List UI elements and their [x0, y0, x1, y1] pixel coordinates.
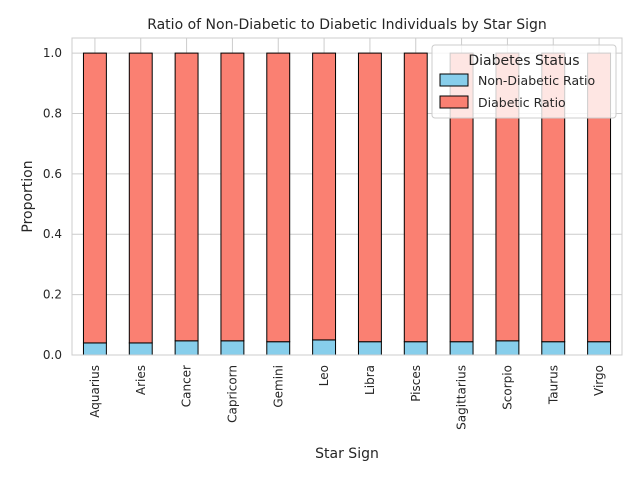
legend: Diabetes Status Non-Diabetic Ratio Diabet…: [431, 44, 617, 119]
y-tick-label: 1.0: [43, 46, 62, 60]
legend-swatch-diabetic: [439, 95, 469, 109]
x-tick-label: Capricorn: [225, 365, 239, 423]
legend-box: [431, 44, 617, 119]
bar-non-diabetic-taurus: [541, 341, 566, 356]
y-ticks: 0.0 0.2 0.4 0.6 0.8 1.0: [43, 46, 62, 362]
bar-diabetic-aries: [128, 52, 153, 344]
bar-diabetic-pisces: [403, 52, 428, 343]
bar-non-diabetic-virgo: [587, 341, 612, 356]
y-tick-label: 0.6: [43, 167, 62, 181]
legend-title: Diabetes Status: [468, 53, 579, 69]
x-tick-label: Scorpio: [500, 365, 514, 410]
x-tick-label: Pisces: [409, 365, 423, 402]
y-tick-label: 0.0: [43, 348, 62, 362]
x-tick-label: Aries: [134, 365, 148, 395]
bar-non-diabetic-sagittarius: [449, 341, 474, 356]
y-tick-label: 0.8: [43, 106, 62, 120]
legend-swatch-non-diabetic: [439, 73, 469, 87]
bar-diabetic-gemini: [266, 52, 291, 343]
bar-non-diabetic-gemini: [266, 341, 291, 356]
bar-non-diabetic-capricorn: [220, 340, 245, 356]
bar-diabetic-aquarius: [82, 52, 107, 344]
x-tick-label: Taurus: [546, 365, 560, 405]
x-tick-label: Gemini: [271, 365, 285, 408]
bar-non-diabetic-cancer: [174, 340, 199, 356]
bar-diabetic-capricorn: [220, 52, 245, 342]
plot-frame: [71, 37, 623, 356]
x-tick-label: Virgo: [592, 365, 606, 396]
bar-non-diabetic-libra: [357, 341, 382, 356]
bar-non-diabetic-scorpio: [495, 340, 520, 356]
bar-diabetic-libra: [357, 52, 382, 343]
y-tick-label: 0.4: [43, 227, 62, 241]
x-tick-label: Libra: [363, 365, 377, 395]
x-tick-label: Aquarius: [88, 365, 102, 418]
legend-label: Non-Diabetic Ratio: [478, 73, 595, 88]
bar-non-diabetic-aries: [128, 342, 153, 356]
y-axis-label: Proportion: [20, 160, 36, 232]
bar-non-diabetic-aquarius: [82, 342, 107, 356]
x-ticks: Aquarius Aries Cancer Capricorn Gemini Leo Lib…: [88, 365, 606, 430]
bars: [82, 52, 612, 356]
bar-non-diabetic-pisces: [403, 341, 428, 356]
x-axis-label: Star Sign: [315, 446, 379, 462]
x-tick-label: Leo: [317, 365, 331, 386]
x-tick-label: Cancer: [180, 365, 194, 407]
bar-diabetic-leo: [312, 52, 337, 341]
chart-title: Ratio of Non-Diabetic to Diabetic Indivi…: [147, 17, 547, 33]
y-tick-label: 0.2: [43, 288, 62, 302]
x-tick-label: Sagittarius: [455, 365, 469, 430]
bar-diabetic-cancer: [174, 52, 199, 342]
bar-non-diabetic-leo: [312, 339, 337, 356]
legend-label: Diabetic Ratio: [478, 95, 566, 110]
